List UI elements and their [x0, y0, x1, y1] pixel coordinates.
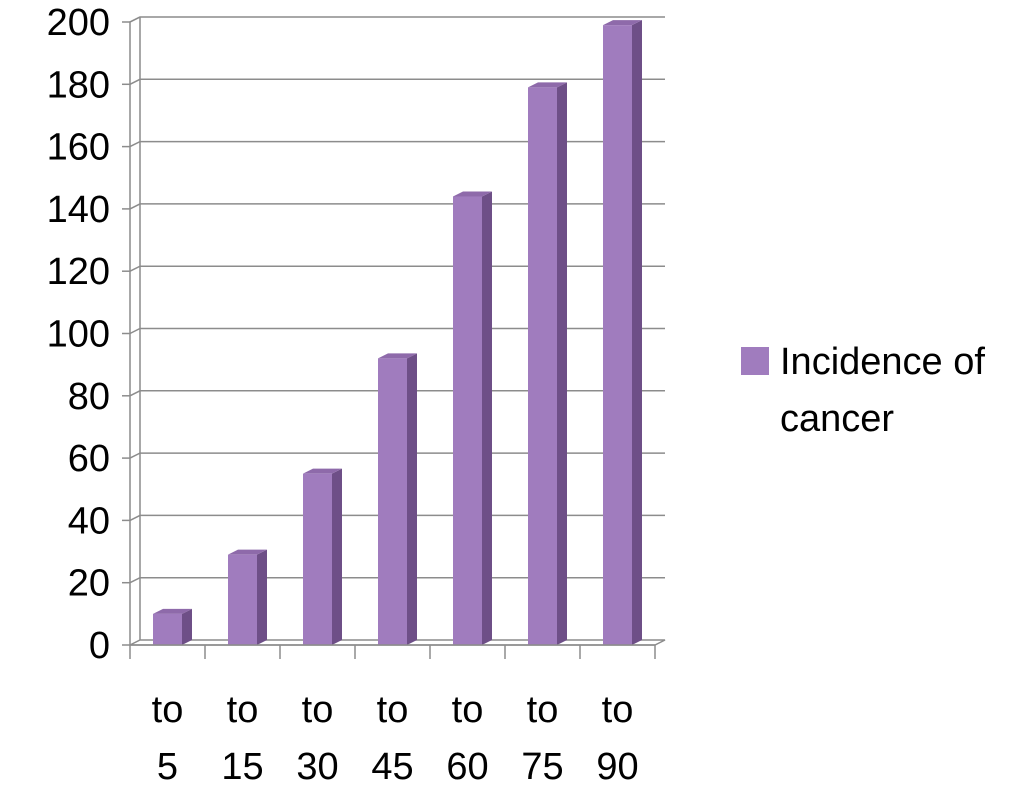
- y-tick-label: 0: [89, 625, 110, 667]
- bar-front: [303, 473, 332, 645]
- bar-side: [632, 20, 642, 646]
- y-tick-label: 100: [47, 314, 110, 356]
- y-tick-label: 60: [68, 438, 110, 480]
- y-tick-label: 120: [47, 251, 110, 293]
- y-tick-label: 80: [68, 376, 110, 418]
- x-tick-label: to: [527, 689, 559, 731]
- bar-front: [228, 554, 257, 645]
- x-axis: [129, 644, 656, 659]
- x-tick-label: 30: [296, 746, 338, 785]
- x-tick-label: to: [152, 689, 184, 731]
- y-axis-tick-labels: 0 20 40 60 80 100 120 140 160 180 200: [47, 2, 110, 667]
- y-tick-label: 20: [68, 563, 110, 605]
- gridline: [129, 140, 665, 148]
- x-tick-label: 15: [221, 746, 263, 785]
- bar-front: [153, 613, 182, 645]
- x-tick-label: 45: [371, 746, 413, 785]
- bar-top: [528, 82, 567, 88]
- legend-label-line-1: Incidence of: [780, 341, 985, 383]
- gridline: [129, 327, 665, 335]
- gridline: [129, 203, 665, 210]
- x-tick-label: 90: [596, 746, 638, 785]
- x-tick-label: to: [452, 689, 484, 731]
- x-tick-label: to: [377, 689, 409, 731]
- legend-label-line-2: cancer: [780, 398, 894, 440]
- bar-top: [153, 608, 192, 614]
- y-tick-label: 160: [47, 127, 110, 169]
- legend: Incidence of cancer: [741, 341, 985, 440]
- y-tick-label: 200: [47, 2, 110, 44]
- x-tick-label: to: [602, 689, 634, 731]
- bar-top: [378, 353, 417, 359]
- x-tick-label: 60: [446, 746, 488, 785]
- x-tick-label: to: [227, 689, 259, 731]
- bar: [378, 353, 417, 645]
- bar-side: [257, 549, 267, 645]
- x-axis-tick-labels: to 5 to 15 to 30 to 45 to 60 to 75 to 90: [152, 689, 639, 785]
- bar: [603, 20, 642, 646]
- x-tick-label: 75: [521, 746, 563, 785]
- bar-side: [557, 82, 567, 646]
- bar-front: [453, 196, 482, 645]
- bar: [453, 191, 492, 645]
- bar-side: [332, 468, 342, 645]
- gridline: [129, 78, 665, 85]
- bars: [153, 20, 642, 646]
- bar-front: [378, 358, 407, 645]
- legend-swatch: [741, 347, 769, 375]
- gridline: [129, 265, 665, 272]
- bar-top: [453, 191, 492, 197]
- x-tick-label: to: [302, 689, 334, 731]
- y-tick-label: 140: [47, 189, 110, 231]
- bar-front: [603, 25, 632, 646]
- bar: [528, 82, 567, 646]
- gridline: [129, 16, 665, 23]
- bar-side: [407, 353, 417, 645]
- x-tick-label: 5: [157, 746, 178, 785]
- y-tick-label: 180: [47, 64, 110, 106]
- bar-side: [482, 191, 492, 645]
- y-tick-label: 40: [68, 500, 110, 542]
- bar-front: [528, 87, 557, 646]
- bar: [228, 549, 267, 645]
- bar: [303, 468, 342, 645]
- bar-side: [182, 608, 192, 645]
- bar: [153, 608, 192, 645]
- bar-top: [303, 468, 342, 474]
- bar-top: [603, 20, 642, 26]
- bar-top: [228, 549, 267, 555]
